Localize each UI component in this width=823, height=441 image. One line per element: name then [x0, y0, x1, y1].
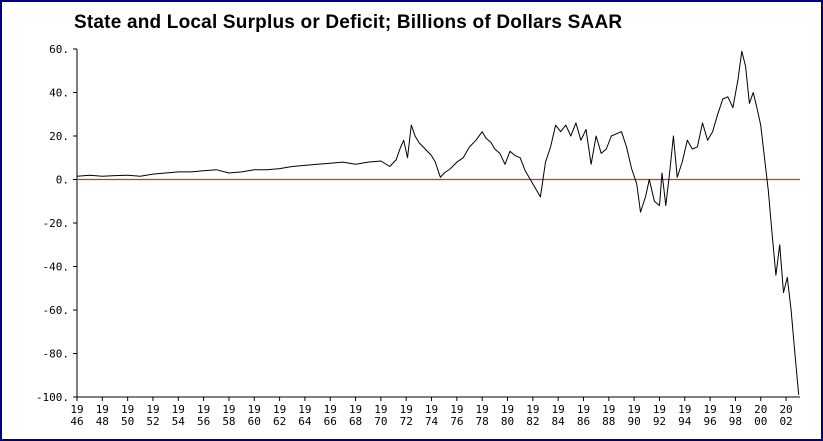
x-tick-label-century: 19: [628, 403, 641, 416]
x-tick-label-year: 82: [526, 415, 539, 428]
y-tick-label: 40.: [49, 87, 69, 100]
x-tick-label-year: 74: [425, 415, 439, 428]
x-tick-label-year: 54: [172, 415, 186, 428]
y-tick-label: -80.: [43, 348, 70, 361]
x-tick-label-century: 19: [222, 403, 235, 416]
x-tick-label-century: 19: [577, 403, 590, 416]
y-tick-label: -40.: [43, 261, 70, 274]
x-tick-label-century: 19: [121, 403, 134, 416]
y-tick-label: 20.: [49, 130, 69, 143]
x-tick-label-century: 19: [425, 403, 438, 416]
series-line: [76, 50, 800, 395]
x-tick-label-year: 00: [754, 415, 767, 428]
x-tick-label-century: 19: [273, 403, 286, 416]
x-tick-label-century: 19: [729, 403, 742, 416]
x-tick-label-century: 19: [197, 403, 210, 416]
x-tick-label-century: 19: [324, 403, 337, 416]
x-tick-label-century: 19: [374, 403, 387, 416]
y-tick-label: -100.: [36, 391, 69, 404]
x-tick-label-year: 78: [476, 415, 489, 428]
x-tick-label-century: 19: [349, 403, 362, 416]
x-tick-label-year: 90: [628, 415, 641, 428]
x-tick-label-year: 66: [324, 415, 337, 428]
x-tick-label-century: 19: [501, 403, 514, 416]
x-tick-label-year: 62: [273, 415, 286, 428]
x-tick-label-century: 19: [172, 403, 185, 416]
x-tick-label-century: 19: [70, 403, 83, 416]
x-tick-label-year: 88: [602, 415, 615, 428]
x-tick-label-year: 50: [121, 415, 134, 428]
chart-title: State and Local Surplus or Deficit; Bill…: [74, 12, 623, 33]
x-tick-label-year: 60: [248, 415, 261, 428]
x-tick-label-century: 19: [602, 403, 615, 416]
x-tick-label-year: 48: [96, 415, 109, 428]
x-tick-label-century: 19: [678, 403, 691, 416]
y-tick-label: 60.: [49, 43, 69, 56]
x-tick-label-century: 19: [703, 403, 716, 416]
x-tick-label-year: 56: [197, 415, 210, 428]
x-tick-label-year: 84: [552, 415, 566, 428]
x-tick-label-century: 20: [754, 403, 767, 416]
x-tick-label-year: 76: [450, 415, 463, 428]
x-tick-label-century: 19: [552, 403, 565, 416]
x-tick-label-century: 19: [400, 403, 413, 416]
x-tick-label-century: 19: [653, 403, 666, 416]
x-tick-label-century: 19: [526, 403, 539, 416]
x-tick-label-year: 92: [653, 415, 666, 428]
x-tick-label-year: 46: [70, 415, 83, 428]
y-tick-label: 0.: [56, 174, 69, 187]
x-tick-label-year: 64: [298, 415, 312, 428]
x-tick-label-century: 20: [779, 403, 792, 416]
y-tick-label: -60.: [43, 304, 70, 317]
x-tick-label-year: 52: [146, 415, 159, 428]
x-tick-label-year: 96: [703, 415, 716, 428]
x-tick-label-year: 86: [577, 415, 590, 428]
x-tick-label-century: 19: [476, 403, 489, 416]
x-tick-label-year: 94: [678, 415, 692, 428]
x-tick-label-century: 19: [146, 403, 159, 416]
x-tick-label-century: 19: [248, 403, 261, 416]
x-tick-label-year: 68: [349, 415, 362, 428]
x-tick-label-century: 19: [298, 403, 311, 416]
x-tick-label-century: 19: [96, 403, 109, 416]
x-tick-label-year: 58: [222, 415, 235, 428]
x-tick-label-year: 72: [400, 415, 413, 428]
x-tick-label-century: 19: [450, 403, 463, 416]
x-tick-label-year: 70: [374, 415, 387, 428]
x-tick-label-year: 80: [501, 415, 514, 428]
x-tick-label-year: 98: [729, 415, 742, 428]
y-tick-label: -20.: [43, 217, 70, 230]
x-tick-label-year: 02: [779, 415, 792, 428]
